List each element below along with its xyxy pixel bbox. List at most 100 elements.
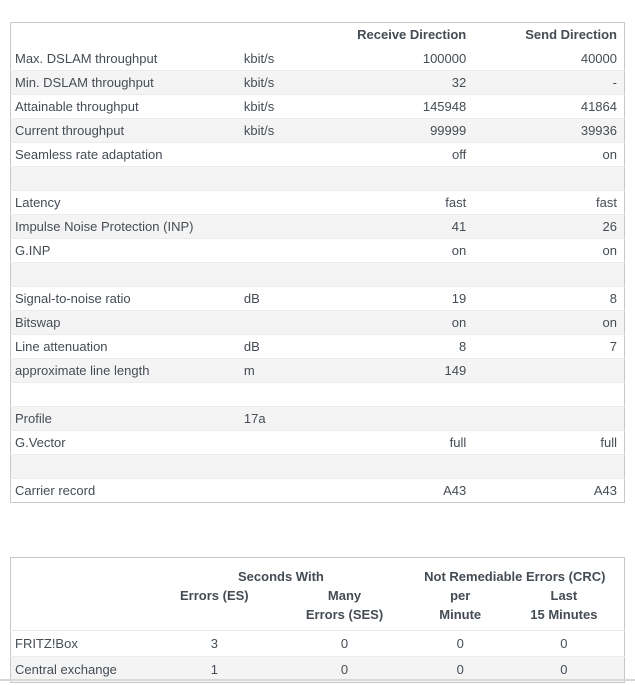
dsl-row-send-value [474, 262, 625, 287]
dsl-row: Min. DSLAM throughput kbit/s 32- [10, 70, 625, 95]
dsl-header-empty [11, 23, 244, 47]
error-row-label: FRITZ!Box [10, 630, 151, 657]
dsl-header-row: Receive Direction Send Direction [11, 23, 625, 47]
dsl-row-receive-value: A43 [334, 478, 475, 503]
error-group-seconds-with: Seconds With [238, 569, 324, 584]
dsl-row: approximate line length m 149 [10, 358, 625, 383]
dsl-row-unit: kbit/s [243, 50, 275, 66]
dsl-row: Attainable throughput kbit/s 145948 41864 [10, 94, 625, 119]
dsl-row-label: G.Vector [10, 430, 244, 455]
error-row-spacer [618, 656, 625, 683]
dsl-row-receive-value: off [334, 142, 475, 167]
dsl-row-send-value: 26 [474, 214, 625, 239]
dsl-header-empty-unit [244, 23, 334, 47]
dsl-row: Line attenuation dB 8 7 [10, 334, 625, 359]
dsl-row-send-value: 39936 [474, 118, 625, 143]
dsl-row-receive-value: 145948 [334, 94, 475, 119]
dsl-row-receive-value: on [334, 310, 475, 335]
dsl-row-send-value [474, 166, 625, 191]
error-counters-table: Seconds With Not Remediable Errors (CRC)… [10, 557, 625, 683]
dsl-row-receive-value: 41 [334, 214, 475, 239]
error-row-value: 1 [150, 656, 278, 683]
dsl-row-unit [243, 478, 335, 503]
error-row: FRITZ!Box 3 0 0 0 [10, 630, 625, 657]
dsl-row: Signal-to-noise ratio dB 19 8 [10, 286, 625, 311]
error-colhead-per-minute: per Minute [439, 588, 482, 622]
error-row-value: 3 [150, 630, 278, 657]
dsl-row: Profile 17a [10, 406, 625, 431]
dsl-row-unit [243, 310, 335, 335]
dsl-row-unit: m [243, 358, 335, 383]
dsl-row-label: Seamless rate adaptation [10, 142, 244, 167]
dsl-row-receive-value [334, 262, 475, 287]
dsl-row-label: Line attenuation [10, 334, 244, 359]
dsl-row-send-value: on [474, 310, 625, 335]
dsl-row-label: Impulse Noise Protection (INP) [10, 214, 244, 239]
dsl-row-receive-value: 100000 [422, 50, 467, 66]
dsl-row-receive-value: fast [334, 190, 475, 215]
dsl-header-receive-direction: Receive Direction [357, 27, 467, 43]
dsl-row-unit: dB [243, 334, 335, 359]
dsl-row-unit [243, 166, 335, 191]
dsl-row-send-value: 40000 [580, 50, 617, 66]
dsl-spacer-row [10, 166, 625, 191]
error-row-spacer [618, 630, 625, 657]
dsl-row-receive-value: 99999 [334, 118, 475, 143]
dsl-row-send-value: on [474, 238, 625, 263]
error-group-spacer [618, 558, 624, 585]
dsl-row: Seamless rate adaptation off on [10, 142, 625, 167]
dsl-row-unit [243, 382, 335, 407]
dsl-row-send-value [474, 454, 625, 479]
dsl-row-unit: kbit/s [243, 94, 335, 119]
dsl-row-unit: kbit/s [243, 70, 335, 95]
dsl-row-unit [243, 262, 335, 287]
dsl-row-receive-value: 32 [334, 70, 475, 95]
section-divider [0, 679, 635, 681]
dsl-row-label [10, 262, 244, 287]
dsl-row: Current throughput kbit/s 99999 39936 [10, 118, 625, 143]
dsl-row-label: Carrier record [10, 478, 244, 503]
dsl-row: Carrier record A43 A43 [10, 478, 625, 503]
dsl-row-unit: dB [243, 286, 335, 311]
dsl-row-send-value: 7 [474, 334, 625, 359]
error-row-value: 0 [277, 656, 412, 683]
dsl-row: Impulse Noise Protection (INP) 41 26 [10, 214, 625, 239]
error-group-crc: Not Remediable Errors (CRC) [424, 569, 606, 584]
error-row-value: 0 [509, 656, 619, 683]
error-group-empty [11, 558, 151, 585]
error-colhead-last-15-minutes: Last 15 Minutes [530, 588, 598, 622]
dsl-row-label: approximate line length [10, 358, 244, 383]
error-row-label: Central exchange [10, 656, 151, 683]
dsl-row-unit [243, 214, 335, 239]
dsl-row-receive-value [334, 382, 475, 407]
dsl-row-label: Latency [10, 190, 244, 215]
error-colhead-many-errors-ses: Many Errors (SES) [305, 588, 384, 622]
error-group-header-row: Seconds With Not Remediable Errors (CRC) [11, 558, 625, 585]
dsl-row-send-value: 8 [474, 286, 625, 311]
dsl-row-receive-value: 8 [334, 334, 475, 359]
error-colhead-empty [11, 584, 151, 631]
dsl-row-unit [243, 238, 335, 263]
dsl-row-unit [243, 454, 335, 479]
dsl-row-label: Bitswap [10, 310, 244, 335]
dsl-row-label [10, 382, 244, 407]
error-column-header-row: Errors (ES) Many Errors (SES) per Minute… [11, 584, 625, 631]
dsl-row-send-value: on [474, 142, 625, 167]
dsl-row-send-value: A43 [474, 478, 625, 503]
dsl-row-label: G.INP [10, 238, 244, 263]
dsl-row-label: Current throughput [10, 118, 244, 143]
dsl-row-label [10, 166, 244, 191]
dsl-row-label: Signal-to-noise ratio [10, 286, 244, 311]
dsl-header-send-direction: Send Direction [525, 27, 617, 43]
error-row-value: 0 [411, 630, 510, 657]
dsl-row: Latency fast fast [10, 190, 625, 215]
dsl-row-receive-value: 149 [334, 358, 475, 383]
dsl-row-receive-value [334, 406, 475, 431]
dsl-spacer-row [10, 262, 625, 287]
dsl-row-receive-value: on [334, 238, 475, 263]
dsl-row-send-value [474, 382, 625, 407]
dsl-row-unit: 17a [243, 406, 335, 431]
dsl-row-unit [243, 142, 335, 167]
dsl-row-receive-value [334, 454, 475, 479]
dsl-row: Bitswap on on [10, 310, 625, 335]
